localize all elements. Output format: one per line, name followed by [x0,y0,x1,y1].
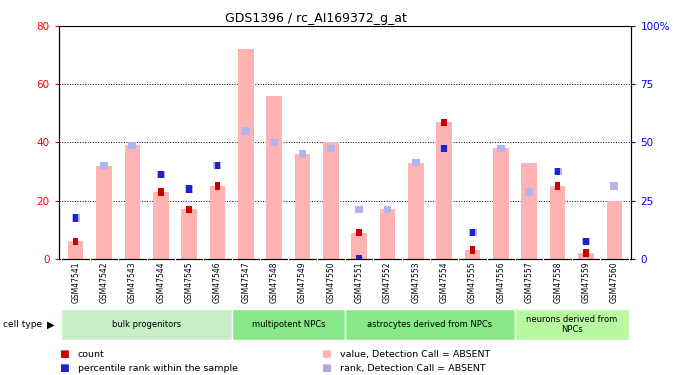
Bar [583,249,589,256]
Bar [437,122,452,259]
Bar [185,185,193,193]
Text: count: count [78,350,105,359]
Text: ■: ■ [59,363,68,373]
Bar [153,192,168,259]
Bar [583,238,589,245]
Bar [238,50,253,259]
Bar [68,242,83,259]
Text: GSM47553: GSM47553 [411,261,420,303]
Bar [157,171,165,178]
Text: astrocytes derived from NPCs: astrocytes derived from NPCs [368,320,493,329]
Bar [555,183,560,190]
Bar [213,162,221,170]
Bar [323,142,339,259]
Bar [522,163,537,259]
Text: multipotent NPCs: multipotent NPCs [252,320,325,329]
Bar [470,246,475,254]
Text: value, Detection Call = ABSENT: value, Detection Call = ABSENT [340,350,491,359]
Text: GSM47554: GSM47554 [440,261,449,303]
Bar [186,185,192,193]
Bar [497,145,505,152]
Bar [578,253,594,259]
Bar [73,214,79,222]
Bar [465,250,480,259]
Text: GSM47547: GSM47547 [241,261,250,303]
Text: neurons derived from
NPCs: neurons derived from NPCs [526,315,618,334]
Bar [158,188,164,195]
Bar [356,229,362,236]
Bar [61,309,232,340]
Bar [515,309,629,340]
Title: GDS1396 / rc_AI169372_g_at: GDS1396 / rc_AI169372_g_at [226,12,407,25]
Text: GSM47543: GSM47543 [128,261,137,303]
Text: GSM47550: GSM47550 [326,261,335,303]
Text: GSM47560: GSM47560 [610,261,619,303]
Bar [345,309,515,340]
Bar [440,145,449,152]
Text: GSM47555: GSM47555 [468,261,477,303]
Bar [355,206,363,213]
Text: GSM47548: GSM47548 [270,261,279,303]
Text: GSM47541: GSM47541 [71,261,80,303]
Bar [553,168,562,175]
Bar [186,206,192,213]
Bar [525,188,533,195]
Bar [73,238,79,245]
Bar [158,171,164,178]
Bar [100,162,108,170]
Bar [266,96,282,259]
Bar [210,186,225,259]
Bar [582,238,590,245]
Bar [493,148,509,259]
Bar [555,168,560,175]
Text: GSM47544: GSM47544 [156,261,165,303]
Text: ■: ■ [321,349,331,359]
Text: GSM47559: GSM47559 [582,261,591,303]
Bar [442,118,447,126]
Text: GSM47551: GSM47551 [355,261,364,303]
Text: GSM47546: GSM47546 [213,261,222,303]
Bar [125,146,140,259]
Text: rank, Detection Call = ABSENT: rank, Detection Call = ABSENT [340,363,486,372]
Text: ■: ■ [321,363,331,373]
Text: GSM47542: GSM47542 [99,261,108,303]
Text: bulk progenitors: bulk progenitors [112,320,181,329]
Bar [215,183,220,190]
Bar [72,214,79,222]
Text: GSM47549: GSM47549 [298,261,307,303]
Text: GSM47552: GSM47552 [383,261,392,303]
Bar [215,162,220,170]
Text: GSM47556: GSM47556 [496,261,506,303]
Bar [442,145,447,152]
Bar [607,201,622,259]
Text: ▶: ▶ [47,320,55,329]
Bar [232,309,345,340]
Bar [351,232,367,259]
Bar [384,206,391,213]
Bar [128,142,137,149]
Bar [241,127,250,135]
Text: ■: ■ [59,349,68,359]
Bar [470,229,475,236]
Bar [380,209,395,259]
Bar [469,229,477,236]
Text: GSM47557: GSM47557 [525,261,534,303]
Bar [550,186,565,259]
Bar [356,255,362,262]
Bar [412,159,420,166]
Bar [327,145,335,152]
Bar [270,139,278,146]
Text: cell type: cell type [3,320,43,329]
Bar [611,183,618,190]
Bar [96,166,112,259]
Text: GSM47558: GSM47558 [553,261,562,303]
Text: percentile rank within the sample: percentile rank within the sample [78,363,238,372]
Bar [295,154,310,259]
Bar [181,209,197,259]
Bar [299,150,306,158]
Text: GSM47545: GSM47545 [184,261,194,303]
Bar [408,163,424,259]
